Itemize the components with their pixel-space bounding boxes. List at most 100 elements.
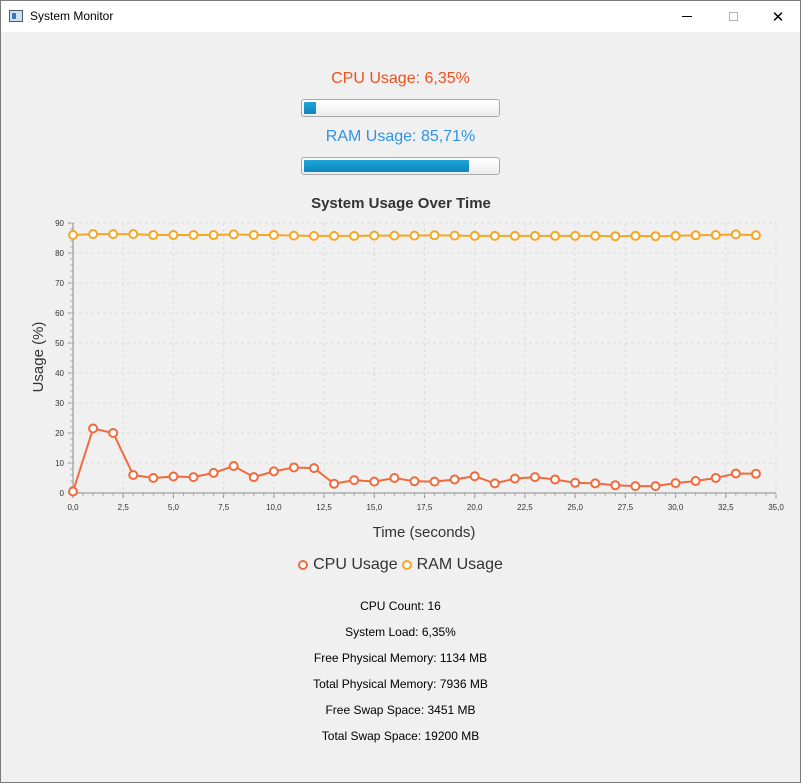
- data-point-ram: [148, 230, 159, 240]
- data-point-cpu: [88, 423, 99, 434]
- data-point-ram: [349, 230, 360, 241]
- data-point-ram: [670, 230, 681, 241]
- x-tick-label: 20,0: [467, 503, 483, 512]
- data-point-ram: [610, 231, 621, 242]
- data-point-ram: [188, 230, 199, 240]
- data-point-cpu: [529, 472, 540, 483]
- y-tick-label: 70: [55, 279, 64, 288]
- x-tick-label: 25,0: [567, 503, 583, 512]
- y-tick-label: 50: [55, 339, 64, 348]
- data-point-ram: [108, 229, 119, 240]
- usage-line-chart: System Usage Over Time 0 10 20 30 40 50 60 70 80…: [30, 195, 784, 541]
- data-point-ram: [88, 229, 99, 240]
- cpu-count-text: CPU Count: 16: [360, 599, 441, 613]
- x-tick-label: 27,5: [618, 503, 634, 512]
- minimize-icon: [682, 16, 692, 17]
- y-tick-label: 90: [55, 219, 64, 228]
- data-point-ram: [529, 230, 540, 241]
- data-point-cpu: [369, 476, 380, 487]
- app-icon: [9, 10, 23, 22]
- ram-progress-bar: [301, 157, 500, 175]
- data-point-ram: [489, 230, 500, 241]
- data-point-cpu: [690, 476, 701, 486]
- total-physical-memory-text: Total Physical Memory: 7936 MB: [313, 677, 488, 691]
- ram-progress-fill: [304, 160, 470, 172]
- cpu-usage-label: CPU Usage: 6,35%: [331, 70, 470, 87]
- data-point-cpu: [429, 476, 440, 487]
- data-point-ram: [690, 230, 701, 241]
- x-tick-label: 17,5: [417, 503, 433, 512]
- x-axis-label: Time (seconds): [373, 524, 476, 541]
- data-point-ram: [630, 230, 641, 241]
- chart-axes: 0 10 20 30 40 50 60 70 80 90 0,0 2,5 5,0 7,5 10,0 12,5 1…: [55, 219, 784, 512]
- data-point-cpu: [248, 472, 259, 483]
- system-load-text: System Load: 6,35%: [345, 625, 456, 639]
- data-point-cpu: [68, 486, 78, 497]
- data-point-ram: [570, 230, 581, 241]
- close-icon: ✕: [771, 8, 785, 26]
- x-tick-label: 22,5: [517, 503, 533, 512]
- data-point-ram: [550, 230, 561, 241]
- y-tick-label: 30: [55, 399, 64, 408]
- y-tick-label: 0: [60, 489, 65, 498]
- data-point-ram: [590, 230, 601, 241]
- x-tick-label: 7,5: [218, 503, 230, 512]
- close-button[interactable]: ✕: [755, 1, 801, 32]
- window-title: System Monitor: [30, 9, 114, 23]
- data-point-cpu: [188, 472, 199, 483]
- data-point-cpu: [710, 473, 721, 483]
- data-point-cpu: [168, 471, 179, 482]
- x-tick-label: 30,0: [668, 503, 684, 512]
- legend-item-ram: RAM Usage: [401, 556, 503, 574]
- cpu-progress-bar: [301, 99, 500, 117]
- data-point-ram: [309, 230, 320, 241]
- data-point-ram: [128, 229, 139, 240]
- data-point-cpu: [590, 478, 601, 489]
- chart-legend: CPU Usage RAM Usage: [1, 556, 800, 574]
- x-tick-label: 5,0: [168, 503, 180, 512]
- data-point-cpu: [469, 471, 480, 482]
- y-tick-label: 80: [55, 249, 64, 258]
- data-point-ram: [288, 230, 299, 241]
- data-point-cpu: [208, 467, 219, 478]
- free-swap-space-text: Free Swap Space: 3451 MB: [325, 703, 476, 717]
- data-point-ram: [389, 230, 400, 241]
- data-point-ram: [650, 231, 661, 242]
- chart-title: System Usage Over Time: [311, 195, 491, 212]
- title-bar[interactable]: System Monitor ✕: [1, 1, 800, 32]
- y-tick-label: 10: [55, 459, 64, 468]
- y-tick-label: 40: [55, 369, 64, 378]
- y-axis-label: Usage (%): [30, 322, 47, 393]
- data-point-ram: [449, 230, 460, 241]
- data-point-cpu: [650, 481, 661, 492]
- main-content: CPU Usage: 6,35% RAM Usage: 85,71% Syste…: [1, 32, 800, 782]
- data-point-cpu: [329, 478, 340, 489]
- data-point-ram: [268, 230, 279, 240]
- data-point-cpu: [349, 475, 360, 486]
- data-point-ram: [509, 230, 520, 241]
- maximize-icon: [728, 12, 738, 21]
- data-point-cpu: [288, 462, 299, 473]
- data-point-cpu: [670, 478, 681, 489]
- legend-ram-label: RAM Usage: [416, 556, 503, 573]
- data-point-ram: [68, 230, 78, 240]
- data-point-cpu: [730, 468, 741, 479]
- legend-ram-symbol: [401, 560, 412, 570]
- data-point-cpu: [489, 478, 500, 489]
- minimize-button[interactable]: [664, 1, 710, 32]
- free-physical-memory-text: Free Physical Memory: 1134 MB: [313, 651, 488, 665]
- maximize-button[interactable]: [710, 1, 756, 32]
- x-tick-label: 35,0: [768, 503, 784, 512]
- y-tick-label: 20: [55, 429, 64, 438]
- data-point-ram: [228, 229, 239, 240]
- data-point-cpu: [570, 477, 581, 488]
- data-point-ram: [369, 230, 380, 241]
- data-point-ram: [750, 230, 761, 241]
- x-tick-label: 15,0: [366, 503, 382, 512]
- data-point-ram: [329, 230, 340, 241]
- chart-grid: [72, 222, 777, 494]
- legend-cpu-label: CPU Usage: [313, 556, 398, 573]
- data-point-ram: [730, 229, 741, 240]
- data-point-cpu: [509, 473, 520, 484]
- data-point-cpu: [128, 470, 139, 480]
